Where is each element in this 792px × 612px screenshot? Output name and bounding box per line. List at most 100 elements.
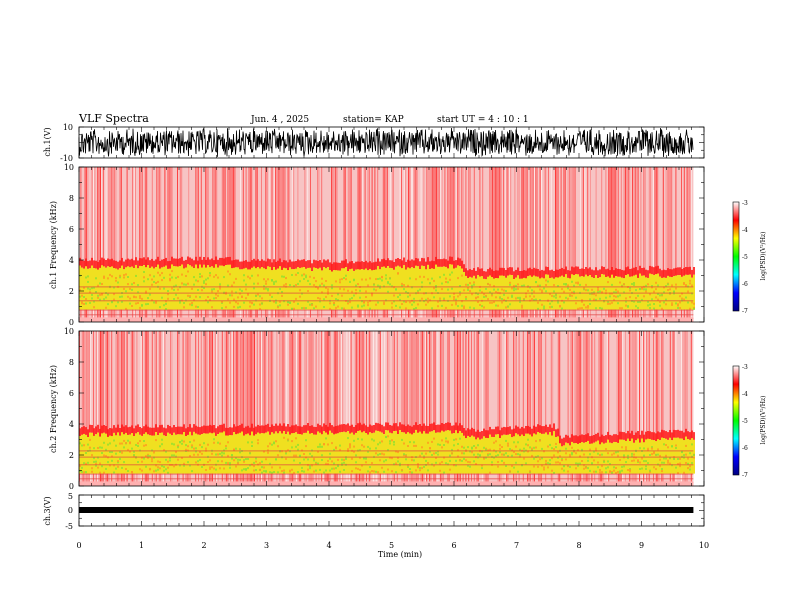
- band-speckle: [257, 282, 259, 285]
- band-edge: [611, 267, 613, 275]
- band-speckle: [671, 304, 673, 306]
- band-edge: [525, 270, 527, 279]
- band-speckle: [319, 297, 321, 300]
- band-speckle: [421, 467, 423, 470]
- band-core: [645, 439, 647, 474]
- band-speckle: [101, 293, 103, 296]
- band-edge: [555, 269, 557, 278]
- spectrogram-stripe: [332, 167, 334, 322]
- band-speckle: [241, 289, 243, 292]
- band-speckle: [537, 284, 539, 287]
- band-core: [133, 268, 135, 310]
- spectrogram-stripe: [690, 331, 692, 486]
- band-speckle: [617, 471, 619, 473]
- band-speckle: [625, 300, 627, 303]
- band-speckle: [327, 462, 329, 465]
- spectrogram-stripe: [354, 331, 356, 486]
- band-speckle: [679, 301, 681, 304]
- band-speckle: [687, 467, 689, 470]
- band-edge: [219, 257, 221, 266]
- band-speckle: [591, 462, 593, 465]
- band-edge: [123, 261, 125, 270]
- band-speckle: [235, 447, 237, 450]
- band-edge: [631, 268, 633, 277]
- band-core: [411, 267, 413, 310]
- spectrogram-stripe: [101, 167, 103, 322]
- band-speckle: [243, 274, 245, 277]
- band-core: [575, 274, 577, 310]
- band-edge: [327, 426, 329, 435]
- spectrogram-stripe: [541, 167, 542, 322]
- spectrogram-stripe: [518, 167, 520, 322]
- band-speckle: [617, 450, 619, 453]
- band-speckle: [347, 437, 349, 440]
- band-speckle: [319, 468, 321, 471]
- band-speckle: [125, 468, 127, 470]
- spectrogram-stripe: [126, 167, 128, 322]
- spectrogram-stripe: [214, 331, 216, 486]
- spectrogram-stripe: [486, 331, 488, 486]
- spectrogram-stripe: [266, 167, 268, 322]
- spectrogram-stripe: [233, 167, 234, 322]
- band-speckle: [309, 283, 311, 286]
- band-edge: [283, 423, 285, 432]
- spectrogram-stripe: [346, 331, 348, 486]
- spectrogram-stripe: [570, 167, 572, 322]
- cb2-tick-1: -4: [742, 391, 748, 398]
- band-speckle: [491, 292, 493, 295]
- spectrogram-stripe: [151, 167, 153, 322]
- band-core: [649, 439, 651, 474]
- band-speckle: [337, 299, 339, 302]
- band-speckle: [633, 300, 635, 303]
- band-edge: [577, 436, 579, 444]
- band-core: [441, 430, 443, 474]
- spectrogram-stripe: [245, 331, 247, 486]
- spectrogram-stripe: [426, 167, 428, 322]
- band-speckle: [659, 454, 661, 457]
- band-speckle: [237, 302, 239, 305]
- band-speckle: [439, 469, 441, 472]
- band-edge: [163, 427, 165, 436]
- band-speckle: [205, 299, 207, 302]
- band-speckle: [445, 277, 447, 280]
- band-core: [153, 435, 155, 474]
- band-edge: [527, 425, 529, 434]
- band-core: [477, 437, 479, 474]
- band-speckle: [573, 450, 575, 453]
- band-core: [545, 432, 547, 474]
- spectrogram-stripe: [616, 331, 618, 486]
- band-core: [443, 266, 445, 310]
- band-edge: [145, 424, 147, 433]
- band-edge: [165, 428, 167, 437]
- band-edge: [479, 268, 481, 277]
- spectrogram-stripe: [109, 167, 111, 322]
- band-speckle: [675, 447, 677, 449]
- band-edge: [613, 270, 615, 278]
- band-speckle: [527, 438, 529, 441]
- band-speckle: [201, 289, 203, 292]
- band-edge: [511, 267, 513, 276]
- band-speckle: [171, 442, 173, 445]
- band-edge: [521, 270, 523, 279]
- band-core: [565, 274, 567, 310]
- band-speckle: [659, 464, 661, 467]
- band-speckle: [445, 462, 447, 465]
- spectrogram-stripe: [387, 331, 388, 486]
- spectrogram-stripe: [415, 331, 416, 486]
- band-speckle: [381, 279, 383, 282]
- band-speckle: [477, 453, 479, 456]
- band-speckle: [349, 301, 351, 304]
- band-speckle: [423, 465, 425, 468]
- band-edge: [449, 422, 451, 431]
- band-edge: [643, 267, 645, 276]
- band-speckle: [575, 296, 577, 299]
- band-core: [333, 434, 335, 474]
- band-edge: [529, 267, 531, 276]
- band-speckle: [105, 448, 107, 451]
- band-speckle: [341, 458, 343, 461]
- band-speckle: [401, 469, 403, 472]
- band-edge: [195, 425, 197, 434]
- band-speckle: [665, 454, 667, 457]
- band-speckle: [587, 459, 589, 462]
